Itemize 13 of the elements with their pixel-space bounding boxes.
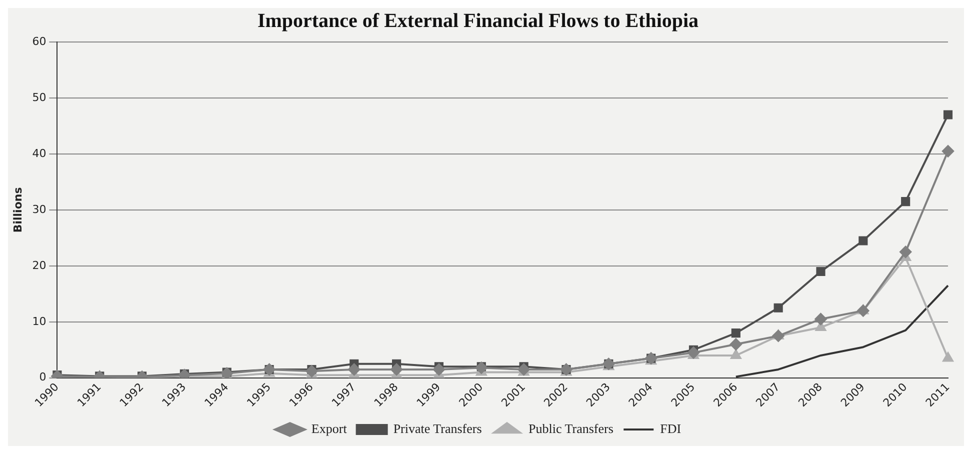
y-tick-label: 20 [32, 258, 46, 272]
y-tick-label: 0 [39, 370, 46, 384]
y-tick-label: 40 [32, 146, 46, 160]
legend-label: Public Transfers [528, 420, 614, 436]
legend-label: Export [311, 420, 348, 436]
legend-label: Private Transfers [393, 420, 482, 436]
chart-title: Importance of External Financial Flows to Ethiopia [257, 10, 699, 32]
y-tick-label: 50 [32, 90, 46, 104]
y-tick-label: 10 [32, 314, 46, 328]
y-axis-title: Billions [11, 186, 24, 233]
legend-label: FDI [660, 420, 682, 436]
y-tick-label: 60 [32, 34, 46, 48]
y-tick-label: 30 [32, 202, 46, 216]
